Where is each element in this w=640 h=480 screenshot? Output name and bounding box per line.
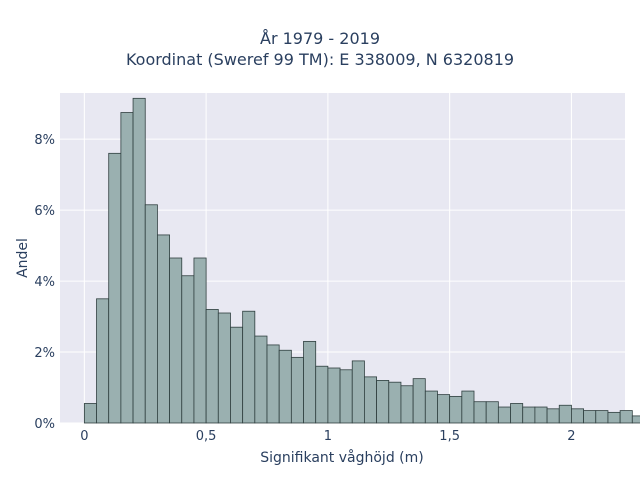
- histogram-bar: [437, 394, 451, 424]
- histogram-bar: [351, 360, 365, 424]
- histogram-bar: [132, 97, 146, 424]
- histogram-bar: [510, 403, 524, 424]
- histogram-bar: [364, 376, 377, 424]
- histogram-bar: [157, 234, 170, 424]
- histogram-bar: [485, 401, 499, 424]
- y-tick-label: 6%: [34, 204, 55, 219]
- y-tick-label: 8%: [34, 133, 55, 148]
- histogram-bar: [558, 404, 572, 424]
- chart-subtitle: Koordinat (Sweref 99 TM): E 338009, N 63…: [125, 50, 515, 69]
- histogram-bar: [169, 257, 183, 424]
- histogram-bar: [595, 410, 609, 424]
- histogram-bar: [242, 310, 256, 424]
- y-tick-label: 2%: [34, 346, 55, 361]
- histogram-bar: [278, 349, 292, 424]
- histogram-bar: [631, 415, 640, 424]
- histogram-bar: [339, 369, 353, 424]
- histogram-bar: [230, 326, 244, 424]
- x-tick-label: 0: [80, 429, 88, 444]
- x-axis-label: Signifikant våghöjd (m): [260, 449, 423, 466]
- y-tick-label: 4%: [34, 275, 55, 290]
- histogram-bar: [217, 312, 231, 424]
- x-tick-label: 1,5: [439, 429, 460, 444]
- histogram-bar: [303, 340, 317, 424]
- histogram-bar: [193, 257, 207, 424]
- histogram-bar: [461, 390, 475, 424]
- histogram-bar: [571, 408, 584, 424]
- histogram-bar: [607, 411, 621, 424]
- x-tick-label: 0,5: [196, 429, 217, 444]
- histogram-bar: [497, 406, 511, 424]
- histogram-bar: [266, 344, 280, 424]
- histogram-bar: [412, 378, 426, 424]
- histogram-bar: [449, 395, 463, 424]
- histogram-bar: [144, 204, 158, 424]
- y-axis-label: Andel: [15, 238, 31, 278]
- histogram-bars: [83, 97, 640, 424]
- y-axis-ticks: 0% 2% 4% 6% 8%: [34, 133, 55, 432]
- histogram-bar: [400, 385, 414, 424]
- x-tick-label: 2: [567, 429, 575, 444]
- histogram-bar: [583, 410, 597, 424]
- histogram-bar: [388, 381, 402, 424]
- histogram-bar: [424, 390, 438, 424]
- histogram-bar: [120, 112, 134, 424]
- histogram-bar: [473, 401, 487, 424]
- histogram-bar: [83, 403, 97, 424]
- chart-title: År 1979 - 2019: [260, 29, 380, 48]
- histogram-bar: [290, 356, 304, 424]
- histogram-bar: [522, 406, 536, 424]
- histogram-bar: [619, 410, 633, 424]
- x-axis-ticks: 0 0,5 1 1,5 2: [80, 429, 575, 444]
- histogram-bar: [108, 152, 122, 424]
- histogram-bar: [376, 380, 390, 424]
- histogram-bar: [254, 335, 268, 424]
- y-tick-label: 0%: [34, 417, 55, 432]
- histogram-bar: [96, 298, 110, 424]
- x-tick-label: 1: [324, 429, 332, 444]
- histogram-bar: [534, 406, 548, 424]
- histogram-bar: [327, 367, 341, 424]
- histogram-bar: [315, 365, 329, 424]
- histogram-bar: [181, 275, 195, 424]
- histogram-bar: [546, 408, 560, 424]
- histogram-bar: [205, 309, 219, 424]
